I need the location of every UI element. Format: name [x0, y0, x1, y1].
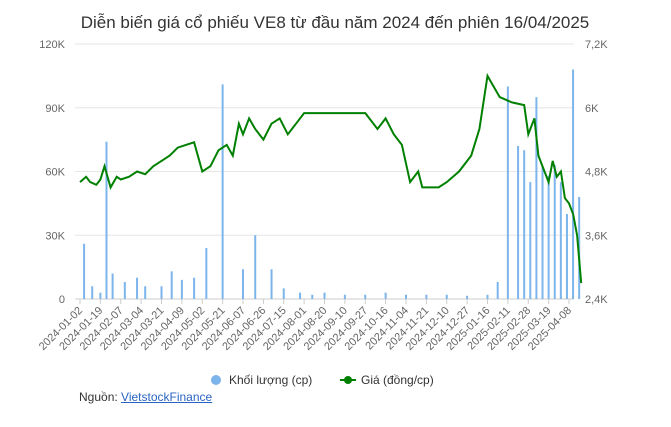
volume-bar: [111, 273, 114, 299]
volume-bar: [445, 294, 448, 299]
right-tick-label: 6K: [585, 103, 599, 115]
volume-bar: [311, 294, 314, 299]
left-tick-label: 30K: [45, 230, 65, 242]
legend-volume-marker: [211, 375, 221, 385]
chart-title: Diễn biến giá cổ phiếu VE8 từ đầu năm 20…: [81, 13, 590, 32]
volume-bar: [160, 286, 163, 299]
volume-bar: [384, 292, 387, 299]
legend-price-marker: [344, 376, 352, 384]
volume-bar: [425, 294, 428, 299]
volume-bar: [572, 69, 575, 299]
volume-bar: [486, 294, 489, 299]
volume-bar: [405, 294, 407, 299]
volume-bar: [99, 292, 102, 299]
left-tick-label: 120K: [39, 39, 65, 51]
volume-bar: [105, 141, 108, 299]
volume-bar: [254, 235, 257, 299]
source-note: Nguồn: VietstockFinance: [79, 390, 212, 404]
volume-bar: [541, 167, 544, 299]
volume-bar: [144, 286, 147, 299]
left-tick-label: 90K: [45, 103, 65, 115]
volume-bar: [523, 150, 526, 299]
volume-bar: [323, 292, 326, 299]
source-link[interactable]: VietstockFinance: [121, 390, 213, 404]
volume-bar: [180, 279, 183, 299]
volume-bar: [83, 243, 86, 299]
left-axis-ticks: 0 30K 60K 90K 120K: [39, 39, 65, 306]
legend-volume-label[interactable]: Khối lượng (cp): [229, 373, 312, 387]
right-tick-label: 3,6K: [585, 230, 608, 242]
volume-bar: [343, 294, 346, 299]
volume-bar: [529, 182, 532, 299]
legend[interactable]: Khối lượng (cp) Giá (đồng/cp): [211, 373, 434, 387]
volume-bar: [559, 182, 562, 299]
volume-bar: [553, 165, 556, 299]
left-tick-label: 0: [59, 294, 65, 306]
source-label: Nguồn:: [79, 390, 122, 404]
legend-price-label[interactable]: Giá (đồng/cp): [361, 373, 434, 387]
volume-bar: [282, 288, 285, 299]
volume-bar: [466, 295, 469, 299]
volume-bar: [364, 294, 367, 299]
volume-bar: [506, 86, 509, 299]
volume-bar: [205, 248, 208, 299]
x-axis-ticks: 2024-01-022024-01-192024-02-072024-03-04…: [37, 299, 574, 353]
right-tick-label: 2,4K: [585, 294, 608, 306]
volume-bar: [496, 282, 499, 299]
volume-bar: [565, 214, 568, 299]
volume-bar: [123, 282, 126, 299]
right-tick-label: 4,8K: [585, 167, 608, 179]
price-line: [79, 72, 583, 284]
right-tick-label: 7,2K: [585, 39, 608, 51]
volume-bar: [270, 269, 273, 299]
volume-bars: [83, 69, 581, 299]
volume-bar: [547, 175, 550, 299]
volume-bar: [299, 292, 302, 299]
volume-bar: [221, 84, 224, 299]
volume-bar: [242, 269, 244, 299]
volume-bar: [170, 271, 173, 299]
volume-bar: [517, 146, 520, 299]
volume-bar: [193, 277, 196, 299]
volume-bar: [136, 277, 139, 299]
grid-lines: [75, 43, 574, 300]
right-axis-ticks: 2,4K 3,6K 4,8K 6K 7,2K: [585, 39, 608, 306]
volume-bar: [91, 286, 94, 299]
volume-bar: [535, 97, 538, 299]
left-tick-label: 60K: [45, 167, 65, 179]
